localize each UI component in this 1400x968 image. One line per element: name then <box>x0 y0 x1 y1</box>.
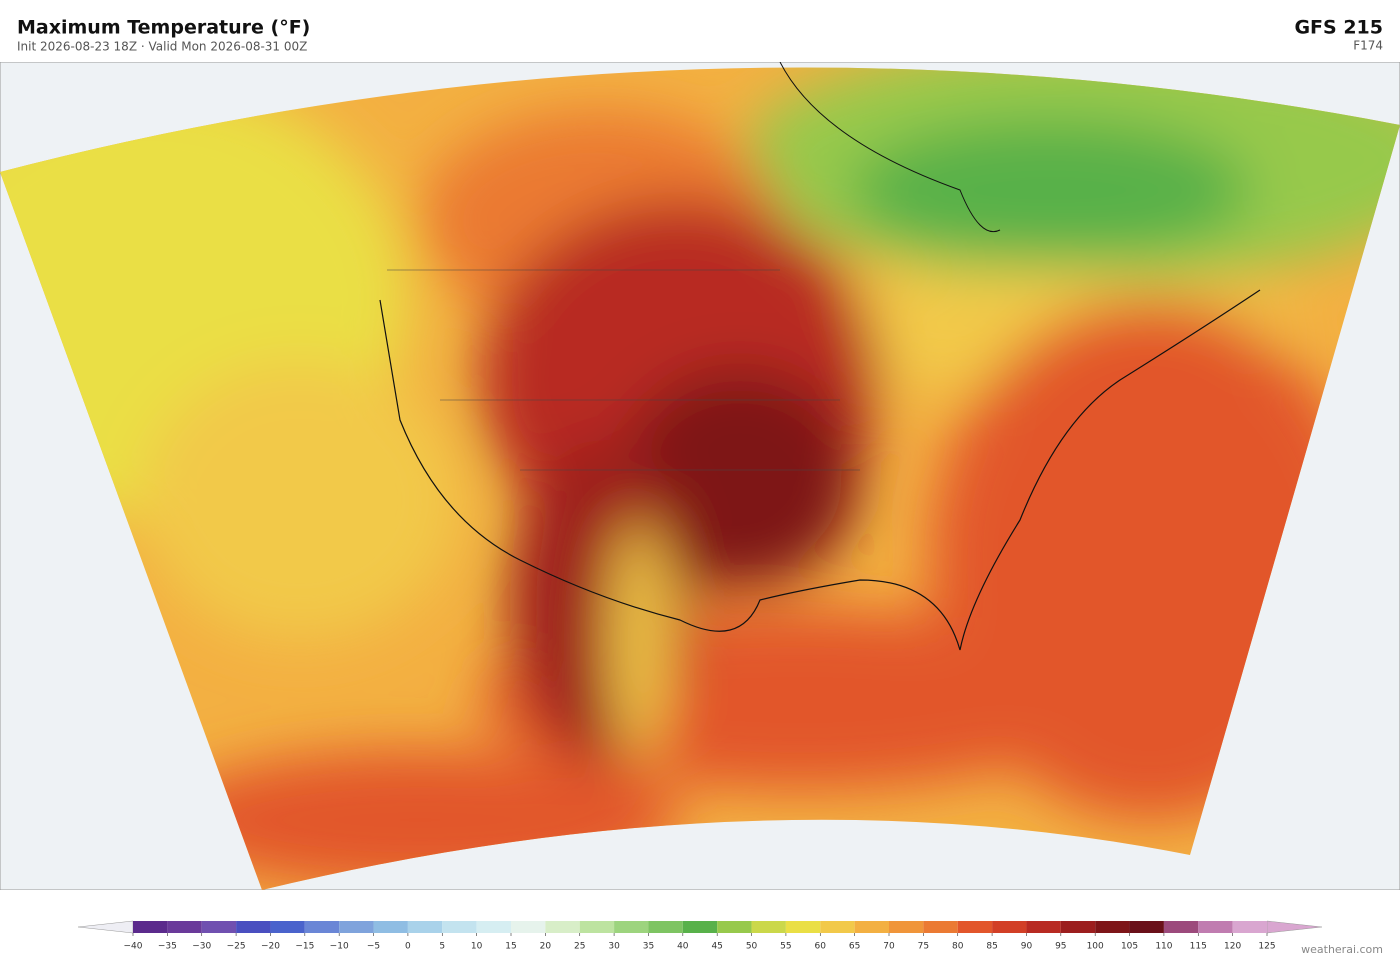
colorbar-tick-label: 90 <box>1021 942 1033 952</box>
colorbar-tick-label: −30 <box>192 942 211 952</box>
colorbar-tick-label: 25 <box>574 942 585 952</box>
colorbar-swatch <box>373 921 408 933</box>
colorbar-swatch <box>1095 921 1130 933</box>
colorbar-tick-label: 80 <box>952 942 964 952</box>
colorbar-swatch <box>476 921 511 933</box>
colorbar-tick-label: 115 <box>1190 942 1207 952</box>
colorbar-extend-high <box>1266 920 1323 934</box>
colorbar-tick-label: 0 <box>405 942 411 952</box>
colorbar-tick-label: 95 <box>1055 942 1066 952</box>
colorbar-swatch <box>442 921 477 933</box>
colorbar-swatch <box>648 921 683 933</box>
colorbar-tick-label: −35 <box>158 942 177 952</box>
colorbar-tick-label: 85 <box>986 942 997 952</box>
colorbar-tick-label: −20 <box>261 942 280 952</box>
colorbar-swatch <box>1060 921 1096 933</box>
colorbar-swatch <box>1026 921 1061 933</box>
colorbar: −40 −35 −30 −25 −20 −15 −10 −5 0 5 10 15 20 25 30 35 40 4… <box>77 920 1323 952</box>
colorbar-swatch <box>339 921 374 933</box>
forecast-hour: F174 <box>1353 39 1383 53</box>
colorbar-swatch <box>236 921 271 933</box>
colorbar-swatch <box>889 921 924 933</box>
colorbar-tick-label: −15 <box>295 942 314 952</box>
colorbar-swatch <box>545 921 580 933</box>
colorbar-swatch <box>682 921 718 933</box>
colorbar-tick-label: 60 <box>815 942 827 952</box>
colorbar-tick-label: 75 <box>918 942 929 952</box>
colorbar-swatch <box>751 921 786 933</box>
title: Maximum Temperature (°F) <box>17 17 310 39</box>
colorbar-tick-label: 65 <box>849 942 860 952</box>
colorbar-tick-label: 15 <box>505 942 516 952</box>
colorbar-tick-label: −5 <box>367 942 380 952</box>
colorbar-swatch <box>1198 921 1233 933</box>
colorbar-swatch <box>1232 921 1267 933</box>
colorbar-tick-label: 50 <box>746 942 758 952</box>
colorbar-swatch <box>957 921 993 933</box>
colorbar-tick-label: 35 <box>643 942 654 952</box>
colorbar-swatch <box>1129 921 1164 933</box>
colorbar-tick-label: −10 <box>330 942 349 952</box>
colorbar-swatch <box>614 921 649 933</box>
colorbar-tick-label: −40 <box>124 942 143 952</box>
colorbar-tick-label: 105 <box>1121 942 1138 952</box>
colorbar-swatch <box>820 921 855 933</box>
colorbar-swatch <box>579 921 615 933</box>
colorbar-swatch <box>511 921 546 933</box>
subtitle: Init 2026-08-23 18Z · Valid Mon 2026-08-… <box>17 40 307 54</box>
colorbar-swatch <box>854 921 889 933</box>
colorbar-swatch <box>923 921 958 933</box>
map <box>0 62 1400 890</box>
colorbar-tick-label: −25 <box>227 942 246 952</box>
colorbar-swatch <box>133 921 168 933</box>
colorbar-tick-label: 125 <box>1258 942 1275 952</box>
colorbar-tick-label: 70 <box>883 942 895 952</box>
colorbar-swatch <box>270 921 305 933</box>
colorbar-swatch <box>785 921 821 933</box>
colorbar-swatch <box>717 921 752 933</box>
colorbar-tick-label: 45 <box>711 942 722 952</box>
colorbar-tick-label: 10 <box>471 942 483 952</box>
colorbar-tick-label: 30 <box>608 942 620 952</box>
colorbar-tick-label: 110 <box>1155 942 1172 952</box>
colorbar-swatch <box>201 921 237 933</box>
colorbar-swatch <box>992 921 1027 933</box>
colorbar-swatch <box>304 921 340 933</box>
colorbar-tick-label: 55 <box>780 942 791 952</box>
coastline <box>779 62 1001 232</box>
borders <box>387 269 860 471</box>
colorbar-tick-label: 20 <box>540 942 552 952</box>
colorbar-swatch <box>167 921 202 933</box>
model-label: GFS 215 <box>1294 17 1383 39</box>
coastline <box>379 289 1261 651</box>
colorbar-swatch <box>407 921 443 933</box>
colorbar-swatch <box>1163 921 1199 933</box>
colorbar-extend-low <box>77 920 134 934</box>
colorbar-tick-label: 5 <box>439 942 445 952</box>
colorbar-tick-label: 100 <box>1087 942 1104 952</box>
colorbar-tick-label: 40 <box>677 942 689 952</box>
credit: weatherai.com <box>1301 943 1383 956</box>
colorbar-tick-label: 120 <box>1224 942 1241 952</box>
